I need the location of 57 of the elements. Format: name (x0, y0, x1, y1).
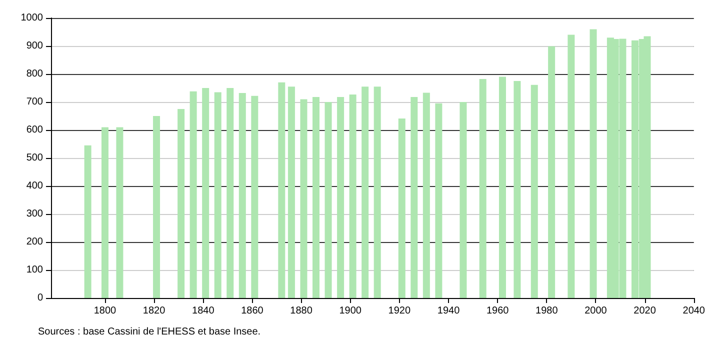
bar (190, 91, 197, 298)
x-tick-label: 1940 (437, 306, 460, 316)
y-tick-label: 800 (26, 68, 44, 80)
bar (568, 34, 575, 298)
bar (300, 99, 308, 298)
x-tick-label: 1900 (339, 306, 362, 316)
x-tick-label: 1820 (142, 306, 166, 316)
bar (548, 46, 556, 298)
bar (460, 102, 467, 298)
bar (288, 86, 295, 298)
bar (312, 96, 320, 298)
bar (101, 127, 108, 298)
bar (214, 92, 222, 298)
x-tick-label: 1840 (192, 306, 215, 316)
y-tick-label: 600 (26, 124, 44, 136)
y-tick-label: 900 (26, 40, 44, 52)
bar (251, 96, 258, 298)
bar (349, 94, 356, 298)
y-tick-label: 700 (26, 96, 44, 108)
bar (178, 109, 185, 298)
bar (410, 96, 418, 298)
x-tick-label: 2000 (584, 306, 608, 316)
bar (498, 76, 506, 298)
y-tick-label: 300 (26, 208, 44, 220)
y-tick-label: 100 (26, 264, 44, 276)
bar (398, 118, 406, 298)
source-note: Sources : base Cassini de l'EHESS et base Insee. (38, 326, 261, 338)
bar (153, 116, 160, 298)
bar (226, 88, 234, 298)
y-tick-label: 200 (26, 236, 44, 248)
bar (530, 84, 538, 298)
bar (84, 145, 92, 298)
bar (337, 96, 344, 298)
bar (278, 82, 286, 298)
bar (374, 86, 381, 298)
x-tick-label: 1960 (486, 306, 510, 316)
x-tick-label: 1860 (241, 306, 264, 316)
y-tick-label: 1000 (20, 12, 44, 24)
bar (202, 88, 210, 298)
bar (238, 93, 246, 298)
y-tick-label: 400 (26, 180, 44, 192)
y-tick-label: 0 (37, 292, 44, 304)
bar (324, 102, 332, 298)
bar (590, 29, 597, 298)
bar (479, 79, 486, 298)
x-tick-label: 1880 (290, 306, 313, 316)
x-tick-label: 1920 (388, 306, 411, 316)
bar (435, 103, 442, 298)
y-tick-label: 500 (26, 152, 44, 164)
bar (362, 86, 369, 298)
bar (514, 81, 521, 298)
x-tick-label: 2040 (682, 306, 706, 316)
x-tick-label: 2020 (634, 306, 656, 316)
bar (422, 92, 430, 298)
x-tick-label: 1980 (536, 306, 558, 316)
x-tick-label: 1800 (94, 306, 117, 316)
bar (116, 127, 124, 298)
